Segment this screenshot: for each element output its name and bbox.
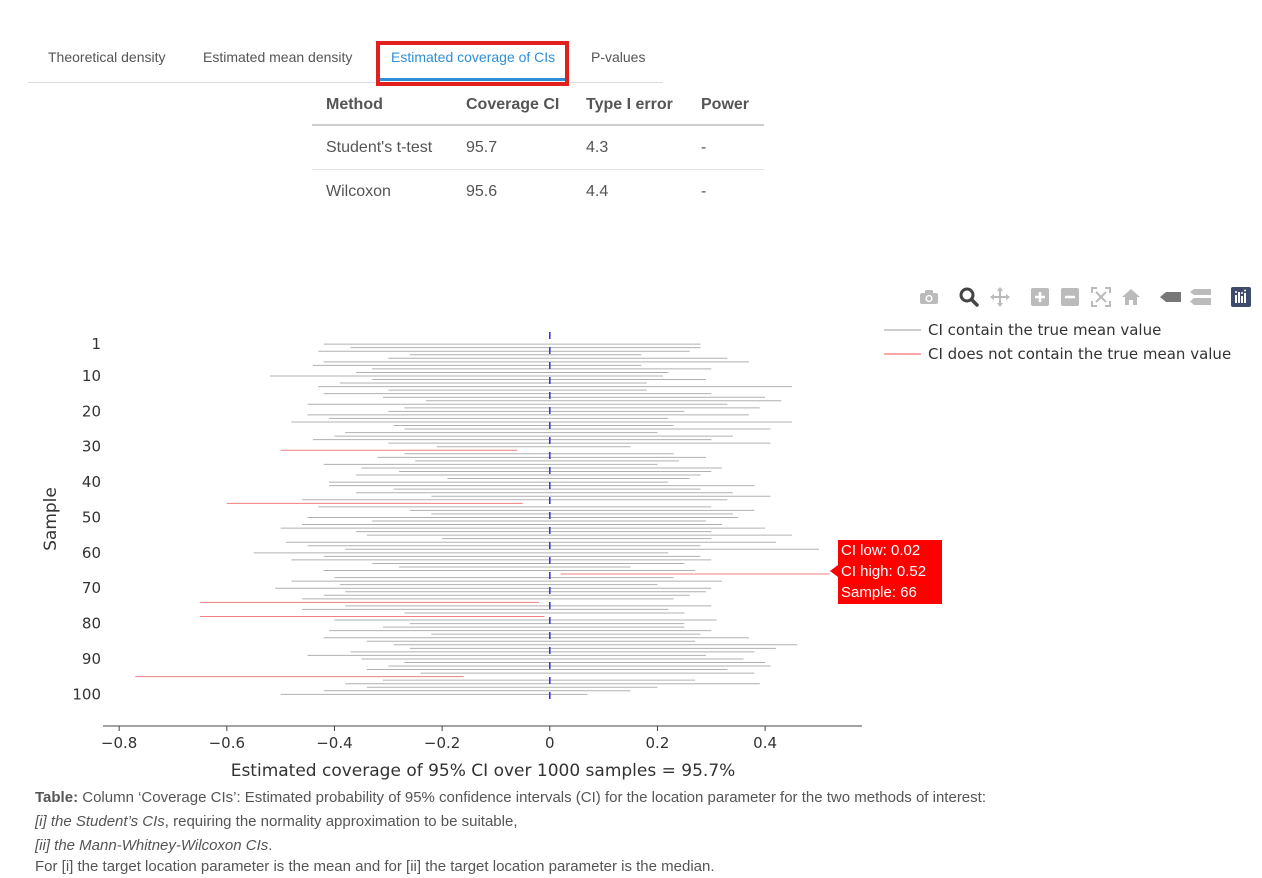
tab-estimated-mean-density[interactable]: Estimated mean density [203,49,353,65]
table-cell: 4.4 [586,182,609,200]
results-table: Method Coverage CI Type I error Power St… [312,86,764,213]
compare-hover-icon[interactable] [1190,286,1212,308]
caption-item-i-label: [i] the Student’s CIs [35,813,165,830]
x-tick-label: −0.8 [101,734,137,752]
table-header-row: Method Coverage CI Type I error Power [312,86,764,126]
interval-lines [135,343,830,695]
table-cell: 95.7 [452,125,572,170]
camera-icon[interactable] [918,286,940,308]
x-tick-label: 0 [545,734,555,752]
y-tick-label: 10 [82,367,101,385]
tab-p-values[interactable]: P-values [591,49,646,65]
legend-item-contain[interactable]: CI contain the true mean value [928,321,1161,339]
hover-tooltip: CI low: 0.02 CI high: 0.52 Sample: 66 [838,540,942,604]
y-tick-label: 70 [82,579,101,597]
column-header: Method [312,86,452,126]
table-row: Student's t-test 95.7 4.3 - [312,125,764,170]
column-header: Type I error [572,86,687,126]
y-axis-title: Sample [41,487,61,551]
table-cell: 4.3 [572,125,687,170]
tab-bar: Theoretical density Estimated mean densi… [28,38,663,83]
plotly-logo-icon[interactable] [1230,286,1252,308]
y-tick-label: 40 [82,473,101,491]
hover-sample: Sample: 66 [841,584,917,601]
x-tick-label: −0.2 [424,734,460,752]
tab-theoretical-density[interactable]: Theoretical density [48,49,166,65]
y-tick-label: 1 [91,335,101,353]
caption-line-ii: [ii] the Mann-Whitney-Wilcoxon CIs. [35,834,1185,858]
autoscale-icon[interactable] [1090,286,1112,308]
x-tick-label: −0.6 [209,734,245,752]
x-axis-title: Estimated coverage of 95% CI over 1000 s… [231,761,736,781]
caption-table-label: Table: [35,789,79,806]
tab-estimated-coverage-cis[interactable]: Estimated coverage of CIs [380,38,567,81]
x-tick-label: 0.2 [646,734,670,752]
spike-lines-icon[interactable] [1160,286,1182,308]
column-header: Power [687,86,764,126]
y-tick-label: 100 [72,685,101,703]
zoom-out-icon[interactable] [1059,286,1081,308]
y-tick-label: 90 [82,650,101,668]
table-cell: - [701,182,707,200]
hover-ci-high: CI high: 0.52 [841,563,927,580]
caption-line-target: For [i] the target location parameter is… [35,858,715,875]
y-tick-label: 30 [82,438,101,456]
y-tick-label: 20 [82,402,101,420]
ci-coverage-chart: −0.8 −0.6 −0.4 −0.2 0 0.2 0.4 1 10 20 30 40 50 60 70 8… [41,321,1231,781]
zoom-in-icon[interactable] [1029,286,1051,308]
table-cell: 95.6 [466,182,498,200]
x-tick-label: −0.4 [316,734,352,752]
y-tick-label: 80 [82,615,101,633]
y-axis-ticks: 1 10 20 30 40 50 60 70 80 90 100 [72,335,101,703]
column-header: Coverage CI [452,86,572,126]
table-row: Wilcoxon 95.6 4.4 - [312,170,764,214]
chart-legend: CI contain the true mean value CI does n… [884,321,1231,363]
x-tick-label: 0.4 [753,734,777,752]
hover-tooltip-arrow [830,565,838,577]
x-axis-ticks: −0.8 −0.6 −0.4 −0.2 0 0.2 0.4 [101,726,777,752]
table-caption: Table: Column ‘Coverage CIs’: Estimated … [35,786,1185,876]
table-cell: - [687,125,764,170]
table-cell: Student's t-test [312,125,452,170]
caption-item-ii-text: . [268,837,273,854]
caption-item-i-text: , requiring the normality approximation … [164,813,518,830]
home-icon[interactable] [1120,286,1142,308]
y-tick-label: 50 [82,508,101,526]
y-tick-label: 60 [82,544,101,562]
legend-item-miss[interactable]: CI does not contain the true mean value [928,345,1231,363]
caption-item-ii-label: [ii] the Mann-Whitney-Wilcoxon CIs [35,837,269,854]
pan-icon[interactable] [989,286,1011,308]
table-cell: Wilcoxon [326,182,391,200]
hover-ci-low: CI low: 0.02 [841,542,921,559]
zoom-icon[interactable] [958,286,980,308]
caption-table-text: Column ‘Coverage CIs’: Estimated probabi… [78,789,986,806]
caption-line-table: Table: Column ‘Coverage CIs’: Estimated … [35,786,1185,810]
caption-line-i: [i] the Student’s CIs, requiring the nor… [35,810,1185,834]
